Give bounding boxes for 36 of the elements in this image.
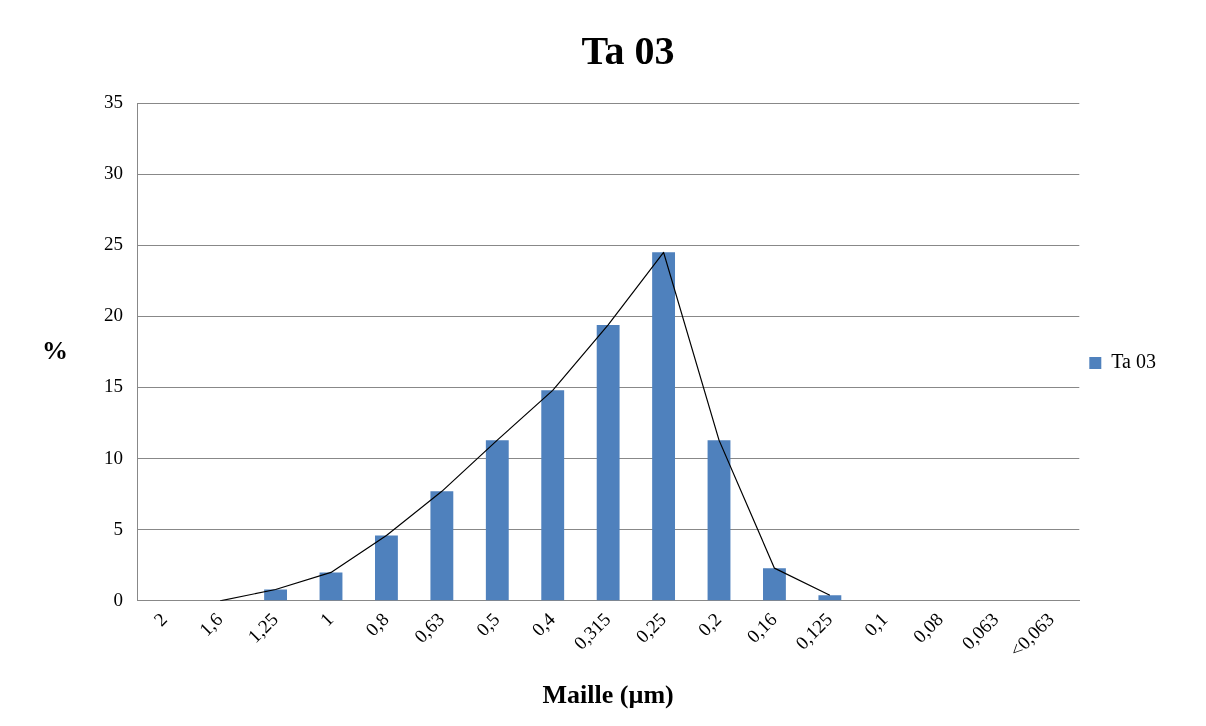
chart-title: Ta 03 — [581, 28, 675, 74]
y-tick-label: 0 — [113, 588, 123, 610]
y-tick-label: 25 — [104, 233, 123, 255]
x-tick-label: 2 — [149, 608, 172, 630]
bar — [264, 589, 288, 601]
bar — [375, 535, 398, 601]
legend-label: Ta 03 — [1111, 350, 1157, 373]
bar — [763, 568, 786, 601]
bar — [485, 440, 509, 601]
y-tick-label: 35 — [104, 90, 123, 112]
x-tick-label: 1 — [315, 608, 338, 630]
x-tick-label: 0,8 — [361, 608, 393, 641]
bar — [652, 252, 676, 601]
bar — [430, 491, 454, 601]
x-tick-label: 0,2 — [693, 608, 726, 641]
x-tick-label: 0,16 — [742, 608, 781, 647]
x-tick-label: 0,1 — [860, 608, 892, 641]
bar — [707, 440, 731, 601]
x-tick-label: 0,25 — [631, 608, 670, 647]
x-tick-label: 0,08 — [908, 608, 948, 647]
y-tick-label: 20 — [104, 304, 123, 326]
y-tick-label: 30 — [104, 162, 123, 184]
y-axis-title: % — [42, 335, 68, 365]
x-tick-label: 0,5 — [472, 608, 504, 641]
x-tick-label: 0,63 — [409, 608, 449, 647]
y-tick-label: 5 — [113, 517, 123, 539]
bar — [818, 595, 842, 601]
y-tick-label: 10 — [104, 446, 123, 468]
x-tick-label: 0,4 — [527, 608, 560, 641]
x-axis-title: Maille (µm) — [542, 680, 674, 710]
y-tick-label: 15 — [104, 375, 123, 397]
x-tick-label: 1,6 — [194, 608, 227, 641]
bar — [319, 572, 343, 601]
bar — [596, 324, 620, 601]
x-tick-label: 1,25 — [243, 608, 282, 647]
bar — [541, 390, 565, 601]
